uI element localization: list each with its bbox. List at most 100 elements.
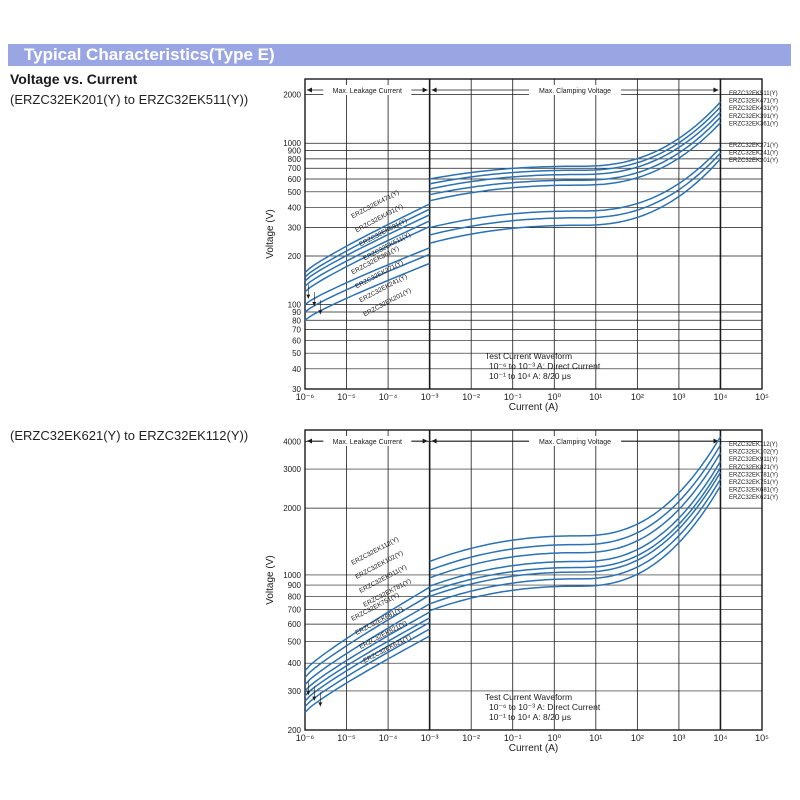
chart-2-leader-head xyxy=(306,691,311,696)
chart-1-series-label: ERZC32EK241(Y) xyxy=(729,151,778,157)
chart-1-x-tick-label: 10³ xyxy=(672,392,685,402)
chart-2-curve-leak-ERZC32EK681(Y) xyxy=(304,628,430,708)
chart-1-series-label: ERZC32EK361(Y) xyxy=(729,121,778,127)
chart-2-series-label: ERZC32EK781(Y) xyxy=(729,472,778,478)
chart-2-curve-clamp-ERZC32EK751(Y) xyxy=(429,471,722,598)
chart-1-test-note-line: 10⁻¹ to 10⁴ A: 8/20 μs xyxy=(489,371,571,381)
chart-2-region-label-bg xyxy=(323,436,412,446)
chart-1-test-note-line: Test Current Waveform xyxy=(485,351,572,361)
chart-2-region-label: Max. Clamping Voltage xyxy=(539,439,611,446)
chart-2-x-tick-label: 10⁵ xyxy=(755,733,769,743)
chart-2-region-arrow-head xyxy=(307,438,312,444)
chart-1-y-tick-label: 800 xyxy=(288,155,302,164)
chart-1-x-tick-label: 10⁻² xyxy=(462,392,480,402)
chart-1-curve-clamp-ERZC32EK361(Y) xyxy=(429,122,722,202)
chart-2-region-arrow-head xyxy=(431,438,437,444)
chart-1-y-tick-label: 2000 xyxy=(283,91,301,100)
chart-2-series-label: ERZC32EK911(Y) xyxy=(729,457,778,463)
chart-1-region-arrow-head xyxy=(713,87,719,93)
chart-2-x-tick-label: 10⁻⁶ xyxy=(296,733,315,743)
chart-1-y-tick-label: 60 xyxy=(292,336,301,345)
chart-1-y-tick-label: 700 xyxy=(288,164,302,173)
chart-2-region-arrow-head xyxy=(713,438,719,444)
chart-1-x-tick-label: 10¹ xyxy=(589,392,602,402)
chart-2-x-tick-label: 10⁻² xyxy=(462,733,480,743)
chart-1-curve-leak-ERZC32EK471(Y) xyxy=(304,208,430,278)
chart-2-x-tick-label: 10⁻⁴ xyxy=(379,733,398,743)
chart-1-x-tick-label: 10⁻¹ xyxy=(504,392,522,402)
chart-2-y-tick-label: 600 xyxy=(288,620,302,629)
chart-1-y-tick-label: 50 xyxy=(292,349,301,358)
chart-1-curve-leak-ERZC32EK511(Y) xyxy=(304,203,430,274)
chart-2-curve-clamp-ERZC32EK621(Y) xyxy=(429,485,722,612)
chart-1-y-tick-label: 80 xyxy=(292,316,301,325)
chart-2-curve-leak-ERZC32EK621(Y) xyxy=(304,635,430,713)
chart-2-x-tick-label: 10² xyxy=(631,733,644,743)
chart-2-y-tick-label: 1000 xyxy=(283,571,301,580)
chart-2-test-note-line: Test Current Waveform xyxy=(485,692,572,702)
chart-2-x-axis-label: Current (A) xyxy=(509,743,558,754)
chart-1-region-label: Max. Leakage Current xyxy=(333,88,402,95)
chart-1-x-tick-label: 10⁰ xyxy=(547,392,561,402)
chart-1-series-label: ERZC32EK271(Y) xyxy=(729,143,778,149)
chart-1-x-tick-label: 10⁻⁴ xyxy=(379,392,398,402)
chart-1-y-tick-label: 70 xyxy=(292,326,301,335)
chart-2-series-label: ERZC32EK821(Y) xyxy=(729,465,778,471)
chart-1-y-tick-label: 200 xyxy=(288,252,302,261)
chart-1-curve-clamp-ERZC32EK431(Y) xyxy=(429,111,722,190)
chart-2-curve-clamp-ERZC32EK681(Y) xyxy=(429,478,722,605)
chart-1-curve-clamp-ERZC32EK471(Y) xyxy=(429,106,722,185)
chart-2-leader-head xyxy=(318,702,323,707)
chart-2-y-tick-label: 400 xyxy=(288,659,302,668)
chart-1-region-arrow-head xyxy=(307,87,312,93)
chart-1-curve-leak-ERZC32EK391(Y) xyxy=(304,220,430,287)
chart-2-y-axis-label: Voltage (V) xyxy=(265,555,276,604)
chart-1-curve-clamp-ERZC32EK241(Y) xyxy=(429,152,722,236)
chart-2-curve-leak-ERZC32EK911(Y) xyxy=(304,603,430,686)
chart-2-y-tick-label: 700 xyxy=(288,605,302,614)
chart-2-series-label: ERZC32EK102(Y) xyxy=(729,450,778,456)
section-banner xyxy=(8,44,791,66)
chart-1-leader-head xyxy=(318,310,323,315)
chart-1-y-tick-label: 40 xyxy=(292,365,301,374)
chart-2-curve-leak-ERZC32EK102(Y) xyxy=(304,594,430,679)
chart-2-curve-leak-ERZC32EK112(Y) xyxy=(304,586,430,672)
chart-2-curve-clamp-ERZC32EK821(Y) xyxy=(429,461,722,587)
chart-1-x-tick-label: 10⁻⁶ xyxy=(296,392,315,402)
chart-2-y-tick-label: 2000 xyxy=(283,504,301,513)
chart-1-x-tick-label: 10² xyxy=(631,392,644,402)
chart-1-y-tick-label: 100 xyxy=(288,301,302,310)
chart-2-curve-clamp-ERZC32EK911(Y) xyxy=(429,452,722,579)
chart-2-subtitle: (ERZC32EK621(Y) to ERZC32EK112(Y)) xyxy=(10,428,249,443)
chart-2-x-tick-label: 10⁻³ xyxy=(421,733,439,743)
chart-1-curve-leak-ERZC32EK271(Y) xyxy=(304,247,430,306)
chart-2-y-tick-label: 3000 xyxy=(283,465,301,474)
chart-1-x-tick-label: 10⁴ xyxy=(714,392,728,402)
chart-1-curve-clamp-ERZC32EK201(Y) xyxy=(429,158,722,245)
chart-1-y-tick-label: 1000 xyxy=(283,139,301,148)
chart-2-curve-clamp-ERZC32EK781(Y) xyxy=(429,467,722,593)
chart-1-region-arrow-head xyxy=(431,87,437,93)
chart-2-y-tick-label: 900 xyxy=(288,581,302,590)
chart-2-x-tick-label: 10⁻⁵ xyxy=(337,733,356,743)
chart-1-curve-leak-ERZC32EK431(Y) xyxy=(304,214,430,282)
chart-1-curve-clamp-ERZC32EK271(Y) xyxy=(429,147,722,229)
chart-1-region-label: Max. Clamping Voltage xyxy=(539,88,611,95)
chart-heading: Voltage vs. Current xyxy=(10,71,138,87)
chart-2-y-tick-label: 4000 xyxy=(283,437,301,446)
chart-1-curve-leak-ERZC32EK361(Y) xyxy=(304,225,430,293)
chart-2-curve-leak-ERZC32EK751(Y) xyxy=(304,621,430,702)
chart-1-y-tick-label: 300 xyxy=(288,224,302,233)
chart-1-series-label: ERZC32EK431(Y) xyxy=(729,106,778,112)
chart-1-x-tick-label: 10⁵ xyxy=(755,392,769,402)
chart-2-x-tick-label: 10¹ xyxy=(589,733,602,743)
chart-1-y-tick-label: 90 xyxy=(292,308,301,317)
chart-2-leader-head xyxy=(312,696,317,701)
chart-2-test-note-line: 10⁻⁶ to 10⁻³ A: Direct Current xyxy=(489,702,601,712)
chart-2-y-tick-label: 500 xyxy=(288,638,302,647)
chart-2-curve-leak-ERZC32EK821(Y) xyxy=(304,611,430,692)
chart-2-series-label: ERZC32EK621(Y) xyxy=(729,495,778,501)
chart-2-y-tick-label: 200 xyxy=(288,726,302,735)
